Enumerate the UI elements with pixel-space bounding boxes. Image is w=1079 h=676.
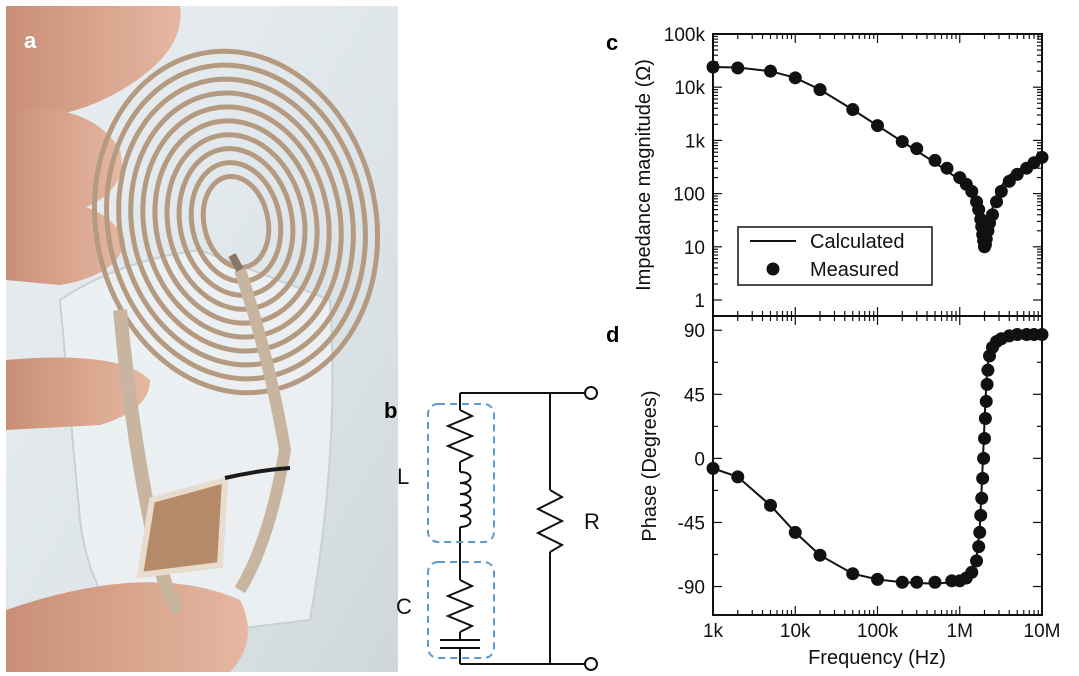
legend-calculated: Calculated [810,231,905,253]
measured-point [985,208,999,222]
measured-point [846,103,860,117]
measured-point [910,575,924,589]
measured-point [763,64,777,78]
measured-point [706,60,720,74]
phase-chart: 1k 10k 100k 1M 10M -90 -45 0 45 90 Phase (Degree… [639,315,1061,669]
y-tick-label: 90 [684,321,705,342]
y-tick-label: 1 [694,291,705,312]
measured-point [731,470,745,484]
measured-point [965,184,979,198]
measured-point [731,61,745,75]
measured-point [895,575,909,589]
y-tick-label: 10 [684,238,705,259]
measured-point [981,363,995,377]
y-tick-label: -90 [678,578,705,599]
measured-point [974,508,988,522]
measured-point [976,471,990,485]
measured-point [813,83,827,97]
panel-label-d: d [606,322,619,347]
y-axis-title-d: Phase (Degrees) [639,390,661,541]
capacitor-label: C [396,594,412,619]
measured-point [973,525,987,539]
measured-point [940,161,954,175]
x-tick-label: 10M [1024,621,1061,642]
measured-point [979,394,993,408]
y-tick-label: -45 [678,513,705,534]
measured-point [972,540,986,554]
measured-point [910,142,924,156]
measured-point [1035,328,1049,342]
measured-point [990,195,1004,209]
impedance-chart: 1 10 100 1k 10k 100k Calculated Measured Impe… [633,25,1049,317]
measured-point [965,565,979,579]
measured-point [895,135,909,149]
measured-point [846,567,860,581]
inductor-label: L [397,464,409,489]
measured-point [970,554,984,568]
y-axis-title-c: Impedance magnitude (Ω) [633,59,655,291]
photo-panel-a [6,6,398,672]
y-tick-label: 45 [684,385,705,406]
circuit-component-boxes [427,403,495,659]
measured-point [706,461,720,475]
measured-point [928,575,942,589]
legend-measured: Measured [810,259,899,281]
measured-point [994,184,1008,198]
panel-label-b: b [384,398,397,423]
measured-point [1010,328,1024,342]
measured-point [980,377,994,391]
legend-marker-swatch [766,262,780,276]
y-tick-label: 100 [673,185,705,206]
panel-label-c: c [606,30,618,55]
measured-point [977,451,991,465]
x-axis-title: Frequency (Hz) [808,647,946,669]
measured-point [975,491,989,505]
x-tick-label: 10k [780,621,811,642]
y-tick-label: 1k [685,131,706,152]
measured-point [871,572,884,586]
legend: Calculated Measured [737,226,933,286]
y-tick-label: 100k [664,25,706,46]
measured-point [813,548,827,562]
panel-label-a: a [24,28,37,53]
y-tick-label: 0 [694,449,705,470]
measured-point [788,525,802,539]
measured-point [763,498,777,512]
x-tick-label: 1M [947,621,973,642]
y-tick-label: 10k [674,78,705,99]
x-tick-label: 1k [703,621,724,642]
resistor-label: R [584,509,600,534]
x-tick-label: 100k [857,621,899,642]
measured-point [978,412,992,426]
measured-point [978,431,992,445]
measured-point [788,71,802,85]
circuit-diagram [440,386,598,671]
measured-point [871,119,884,133]
measured-point [928,153,942,167]
measured-point [1035,150,1049,164]
measured-point [1010,167,1024,181]
